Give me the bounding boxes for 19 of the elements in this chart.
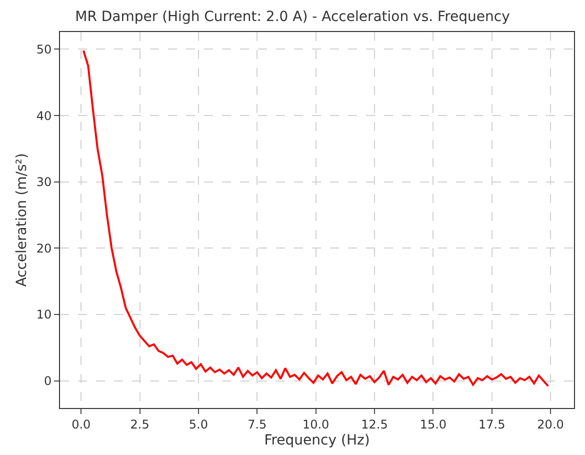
- x-tick-label: 20.0: [537, 417, 564, 432]
- chart-title: MR Damper (High Current: 2.0 A) - Acceleration vs. Frequency: [75, 9, 510, 26]
- y-tick-label: 30: [36, 175, 52, 190]
- x-axis-title: Frequency (Hz): [264, 432, 370, 449]
- x-tick-label: 10.0: [302, 417, 330, 432]
- y-tick-label: 10: [36, 308, 52, 322]
- y-tick-label: 20: [36, 241, 52, 256]
- line-series: [82, 50, 550, 388]
- x-tick-label: 7.5: [248, 417, 267, 432]
- x-tick-label: 2.5: [130, 417, 150, 432]
- x-tick-label: 0.0: [72, 417, 91, 432]
- y-axis-title: Acceleration (m/s²): [14, 153, 30, 287]
- x-tick-label: 12.5: [361, 417, 388, 432]
- y-tick-label: 50: [36, 42, 52, 56]
- x-tick-label: 5.0: [188, 417, 208, 432]
- y-tick-label: 40: [36, 108, 52, 123]
- x-tick-label: 17.5: [478, 417, 506, 432]
- x-tick-label: 15.0: [420, 417, 447, 432]
- y-tick-label: 0: [44, 374, 52, 388]
